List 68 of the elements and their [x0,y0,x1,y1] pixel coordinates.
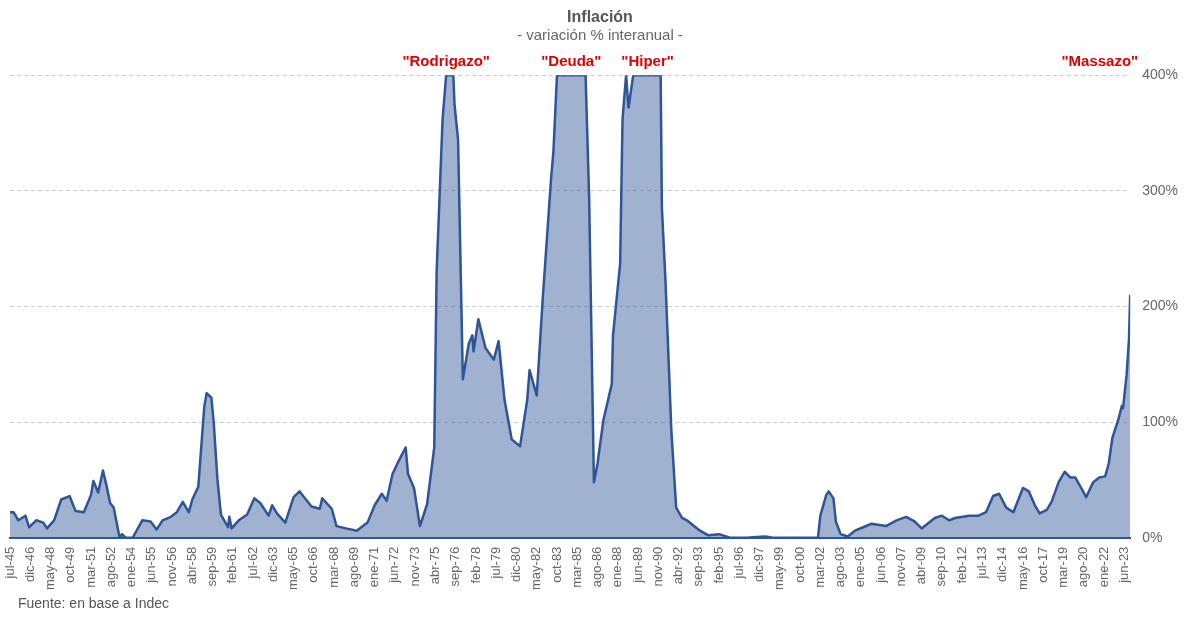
x-tick-label: nov-90 [649,546,665,587]
x-tick-label: ene-05 [852,546,868,588]
y-tick-label: 100% [1142,412,1179,429]
x-tick-label: sep-59 [204,546,220,587]
x-tick-label: mar-51 [82,546,98,588]
annotation: "Deuda" [541,51,602,69]
x-tick-label: may-82 [528,546,544,591]
x-tick-label: jul-62 [244,546,260,580]
x-tick-label: dic-63 [264,546,280,583]
x-tick-label: nov-07 [892,546,908,587]
x-tick-label: jul-13 [974,546,989,580]
x-tick-label: mar-19 [1055,546,1071,588]
x-tick-label: nov-56 [163,546,179,587]
x-tick-label: sep-76 [447,546,463,587]
x-tick-label: mar-85 [568,546,584,588]
x-tick-label: feb-61 [224,546,240,584]
x-tick-label: ene-71 [366,546,382,588]
x-tick-label: mar-02 [811,546,827,588]
annotation: "Rodrigazo" [402,51,490,69]
x-tick-label: abr-92 [670,546,686,585]
x-tick-label: nov-73 [406,546,422,587]
x-tick-label: feb-78 [467,546,483,584]
x-tick-label: jun-55 [143,546,159,584]
x-tick-label: ene-54 [123,546,139,588]
x-tick-label: abr-75 [427,546,443,585]
y-tick-label: 0% [1142,528,1163,545]
x-tick-label: dic-97 [751,546,767,583]
x-tick-label: jun-72 [386,546,402,584]
source-note: Fuente: en base a Indec [18,594,169,611]
x-tick-label: mar-68 [325,546,341,588]
x-tick-label: ago-86 [589,546,605,588]
x-tick-label: may-99 [771,546,787,591]
x-tick-label: sep-93 [690,546,706,587]
x-tick-label: feb-95 [710,546,726,584]
x-tick-label: oct-00 [791,546,807,583]
x-tick-label: oct-49 [62,546,78,583]
x-tick-label: dic-14 [994,546,1010,583]
chart-title: Inflación [567,8,633,26]
x-tick-label: oct-17 [1034,546,1050,583]
x-tick-label: ago-52 [102,546,118,588]
x-tick-label: oct-83 [548,546,564,583]
x-tick-label: dic-80 [508,546,524,583]
x-tick-label: may-16 [1014,546,1030,591]
x-tick-label: dic-46 [21,546,37,583]
text: "Massazo" [1061,51,1139,69]
x-tick-label: jul-96 [730,546,746,580]
x-tick-label: ago-69 [345,546,361,588]
y-tick-label: 200% [1142,297,1179,314]
x-tick-label: jun-89 [629,546,645,584]
x-tick-label: jun-06 [872,546,888,584]
x-tick-label: may-65 [285,546,301,591]
x-tick-label: ene-88 [609,546,625,588]
x-tick-label: jul-79 [487,546,503,580]
x-tick-label: oct-66 [305,546,321,583]
x-tick-label: sep-10 [933,546,949,587]
x-tick-label: abr-58 [183,546,199,585]
x-tick-label: feb-12 [953,546,969,584]
x-tick-label: jul-45 [1,546,17,580]
x-tick-label: ene-22 [1095,546,1111,588]
x-tick-label: ago-03 [832,546,848,588]
x-tick-label: jun-23 [1115,546,1131,584]
annotation: "Hiper" [621,51,674,69]
x-tick-label: may-48 [42,546,58,591]
y-tick-label: 400% [1142,66,1179,83]
x-tick-label: abr-09 [913,546,929,585]
y-tick-label: 300% [1142,181,1179,198]
x-tick-label: ago-20 [1075,546,1091,588]
chart-subtitle: - variación % interanual - [517,26,683,44]
